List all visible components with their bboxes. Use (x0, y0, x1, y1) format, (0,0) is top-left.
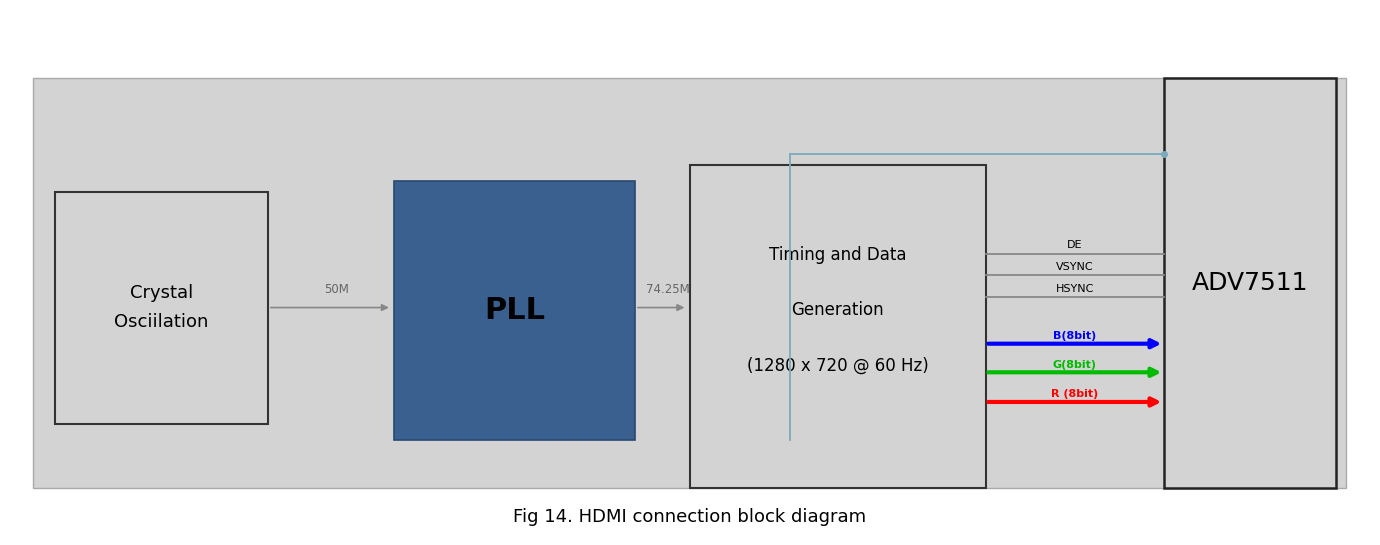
Bar (55, 192, 268, 423)
Text: G(8bit): G(8bit) (1053, 360, 1097, 370)
Text: DE: DE (1067, 240, 1082, 250)
Text: Fig 14. HDMI connection block diagram: Fig 14. HDMI connection block diagram (513, 508, 867, 526)
Text: ADV7511: ADV7511 (1192, 271, 1308, 295)
Text: Timing and Data

Generation

(1280 x 720 @ 60 Hz): Timing and Data Generation (1280 x 720 @… (747, 246, 929, 375)
Text: PLL: PLL (484, 296, 545, 325)
Text: HSYNC: HSYNC (1056, 283, 1094, 294)
Bar (1165, 78, 1336, 488)
Bar (395, 181, 635, 440)
Text: 74.25M: 74.25M (646, 283, 690, 296)
Text: Crystal
Osciilation: Crystal Osciilation (115, 284, 208, 331)
Text: R (8bit): R (8bit) (1052, 389, 1098, 399)
Bar (690, 165, 985, 488)
Bar (33, 78, 1345, 488)
Text: 50M: 50M (324, 283, 349, 296)
Text: B(8bit): B(8bit) (1053, 331, 1097, 341)
Text: VSYNC: VSYNC (1056, 262, 1094, 272)
